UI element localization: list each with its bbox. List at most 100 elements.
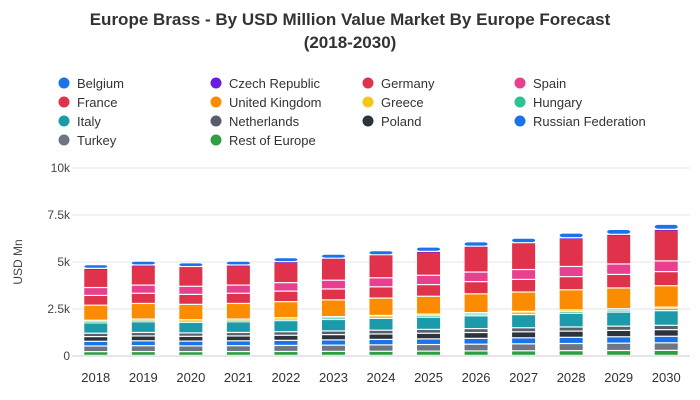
bar-segment-poland (369, 334, 393, 339)
bar-segment-germany (321, 259, 345, 280)
bar-segment-czech-republic (369, 255, 393, 257)
legend-item-netherlands[interactable]: Netherlands (210, 114, 300, 129)
legend-item-germany[interactable]: Germany (362, 76, 435, 91)
bar-segment-france (607, 275, 631, 288)
legend-item-spain[interactable]: Spain (514, 76, 567, 91)
bar-segment-hungary (131, 320, 155, 322)
bar-segment-germany (464, 247, 488, 272)
bar-segment-poland (512, 332, 536, 338)
bar-segment-czech-republic (654, 229, 678, 231)
bar-segment-russian-federation (417, 339, 441, 344)
bar-segment-spain (417, 275, 441, 284)
legend: Belgium Czech Republic Germany Spain France U… (58, 76, 646, 148)
bar-segment-united-kingdom (607, 288, 631, 309)
bar-segment-netherlands (226, 333, 250, 336)
bar-segment-czech-republic (274, 262, 298, 263)
bar-segment-spain (131, 285, 155, 293)
legend-item-greece[interactable]: Greece (362, 95, 424, 110)
bar-segment-turkey (274, 346, 298, 351)
bar-segment-belgium (274, 258, 298, 261)
bar-segment-belgium (84, 265, 108, 268)
bar-segment-netherlands (369, 330, 393, 334)
bar-segment-greece (369, 315, 393, 317)
x-tick-label: 2029 (604, 370, 633, 385)
bar-segment-united-kingdom (274, 302, 298, 318)
bar-segment-germany (512, 243, 536, 269)
bar-segment-belgium (559, 233, 583, 238)
bar-segment-poland (321, 335, 345, 340)
bar-segment-greece (84, 320, 108, 322)
x-tick-label: 2026 (462, 370, 491, 385)
legend-label: Hungary (533, 95, 583, 110)
bar-segment-france (512, 280, 536, 292)
bar-stack-2026 (464, 242, 488, 355)
legend-item-rest-of-europe[interactable]: Rest of Europe (210, 133, 316, 148)
bar-segment-czech-republic (464, 246, 488, 248)
legend-item-poland[interactable]: Poland (362, 114, 422, 129)
bar-segment-greece (131, 319, 155, 321)
bar-segment-france (464, 282, 488, 294)
bar-segment-spain (179, 286, 203, 294)
bar-segment-italy (84, 323, 108, 333)
legend-item-belgium[interactable]: Belgium (58, 76, 124, 91)
legend-item-czech-republic[interactable]: Czech Republic (210, 76, 321, 91)
bar-segment-hungary (464, 314, 488, 316)
x-tick-label: 2018 (81, 370, 110, 385)
legend-item-turkey[interactable]: Turkey (58, 133, 117, 148)
bar-segment-france (654, 272, 678, 286)
bar-segment-italy (321, 320, 345, 331)
bar-segment-rest-of-europe (179, 352, 203, 355)
bar-segment-rest-of-europe (226, 352, 250, 355)
bar-segment-russian-federation (607, 337, 631, 343)
bar-segment-united-kingdom (131, 304, 155, 319)
x-tick-label: 2021 (224, 370, 253, 385)
bar-segment-russian-federation (274, 340, 298, 345)
bar-segment-hungary (607, 310, 631, 312)
x-axis: 2018 2019 2020 2021 2022 2023 2024 2025 2026 2027… (81, 370, 680, 385)
bar-segment-rest-of-europe (607, 351, 631, 355)
bar-segment-greece (512, 311, 536, 313)
bar-stack-2019 (131, 261, 155, 355)
bar-segment-netherlands (512, 328, 536, 332)
bar-segment-spain (464, 272, 488, 282)
chart-subtitle: (2018-2030) (304, 33, 397, 52)
bar-segment-italy (559, 313, 583, 327)
legend-item-russian-federation[interactable]: Russian Federation (514, 114, 646, 129)
bar-segment-greece (607, 309, 631, 310)
bar-stack-2027 (512, 238, 536, 355)
bar-segment-greece (321, 317, 345, 318)
bar-segment-united-kingdom (84, 305, 108, 320)
bar-segment-hungary (179, 321, 203, 323)
bar-segment-hungary (84, 321, 108, 323)
bar-segment-belgium (417, 247, 441, 251)
x-tick-label: 2019 (129, 370, 158, 385)
legend-label: Germany (381, 76, 435, 91)
legend-item-france[interactable]: France (58, 95, 118, 110)
legend-item-united-kingdom[interactable]: United Kingdom (210, 95, 322, 110)
bar-segment-hungary (226, 320, 250, 322)
legend-item-italy[interactable]: Italy (58, 114, 102, 129)
legend-swatch (58, 96, 70, 108)
bar-segment-italy (417, 317, 441, 329)
legend-swatch (362, 77, 374, 89)
bar-segment-turkey (654, 343, 678, 350)
bar-segment-spain (226, 285, 250, 293)
bar-segment-germany (417, 252, 441, 275)
bar-segment-netherlands (131, 333, 155, 336)
bar-segment-czech-republic (179, 267, 203, 268)
legend-label: Rest of Europe (229, 133, 316, 148)
legend-label: Turkey (77, 133, 117, 148)
bar-segment-greece (417, 314, 441, 316)
bar-segment-czech-republic (607, 234, 631, 236)
bar-segment-russian-federation (131, 341, 155, 346)
bar-stack-2030 (654, 224, 678, 355)
bar-segment-spain (559, 267, 583, 277)
bar-segment-italy (179, 323, 203, 333)
bar-stack-2025 (417, 247, 441, 355)
legend-item-hungary[interactable]: Hungary (514, 95, 583, 110)
legend-label: Netherlands (229, 114, 300, 129)
bar-segment-italy (607, 312, 631, 326)
bar-segment-czech-republic (131, 265, 155, 267)
bar-segment-poland (274, 335, 298, 340)
